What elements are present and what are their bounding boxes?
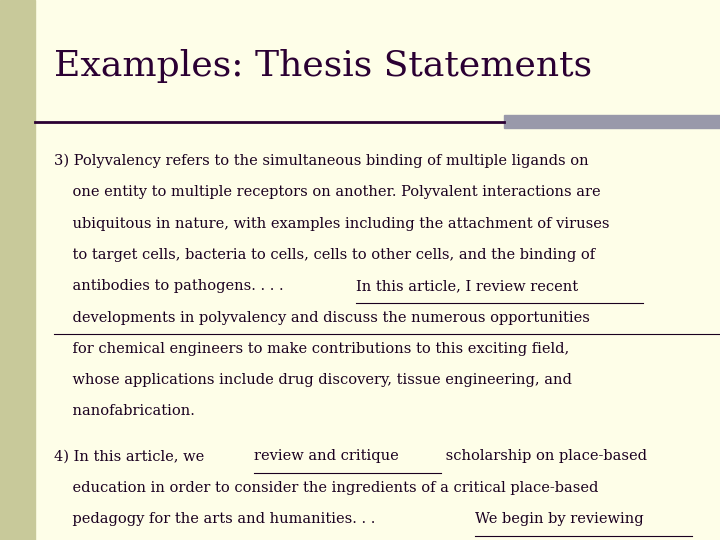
Text: developments in polyvalency and discuss the numerous opportunities: developments in polyvalency and discuss … (54, 310, 590, 325)
Text: 4) In this article, we: 4) In this article, we (54, 449, 209, 463)
Bar (504, 114, 720, 128)
Text: In this article, I review recent: In this article, I review recent (356, 279, 578, 293)
Text: education in order to consider the ingredients of a critical place-based: education in order to consider the ingre… (54, 481, 598, 495)
Text: antibodies to pathogens. . . .: antibodies to pathogens. . . . (54, 279, 288, 293)
Text: to target cells, bacteria to cells, cells to other cells, and the binding of: to target cells, bacteria to cells, cell… (54, 248, 595, 262)
Text: scholarship on place-based: scholarship on place-based (441, 449, 647, 463)
Text: one entity to multiple receptors on another. Polyvalent interactions are: one entity to multiple receptors on anot… (54, 185, 600, 199)
Text: for chemical engineers to make contributions to this exciting field,: for chemical engineers to make contribut… (54, 342, 570, 356)
Text: Examples: Thesis Statements: Examples: Thesis Statements (54, 49, 592, 83)
Text: 3) Polyvalency refers to the simultaneous binding of multiple ligands on: 3) Polyvalency refers to the simultaneou… (54, 154, 589, 168)
Text: We begin by reviewing: We begin by reviewing (474, 512, 643, 526)
Text: whose applications include drug discovery, tissue engineering, and: whose applications include drug discover… (54, 373, 572, 387)
Text: ubiquitous in nature, with examples including the attachment of viruses: ubiquitous in nature, with examples incl… (54, 217, 610, 231)
Text: pedagogy for the arts and humanities. . .: pedagogy for the arts and humanities. . … (54, 512, 380, 526)
Bar (0, 0, 35, 540)
Text: nanofabrication.: nanofabrication. (54, 404, 195, 418)
Text: review and critique: review and critique (254, 449, 399, 463)
